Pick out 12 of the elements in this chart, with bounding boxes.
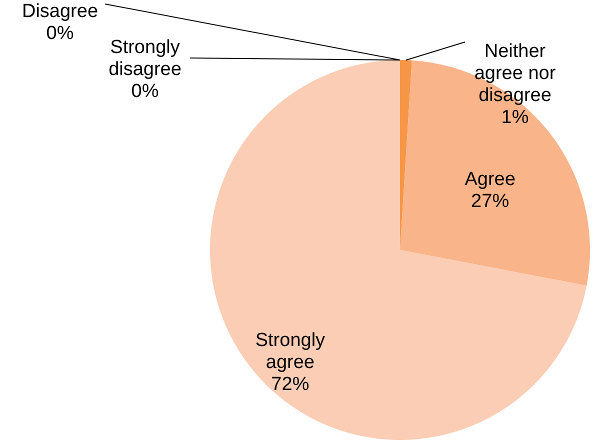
slice-label: Strongly agree bbox=[255, 330, 326, 373]
slice-label: Neither agree nor disagree bbox=[474, 41, 556, 106]
category-label: Disagree bbox=[22, 1, 98, 22]
slice-label: Agree bbox=[464, 169, 516, 190]
text: 0% bbox=[46, 23, 74, 44]
data-label: 72% bbox=[271, 374, 310, 395]
category-label: Strongly disagree bbox=[108, 37, 182, 80]
pie-slice bbox=[210, 60, 587, 440]
pie-slice bbox=[400, 60, 590, 286]
data-label: 1% bbox=[501, 107, 529, 128]
data-label: 27% bbox=[471, 191, 510, 212]
text: 0% bbox=[131, 81, 159, 102]
